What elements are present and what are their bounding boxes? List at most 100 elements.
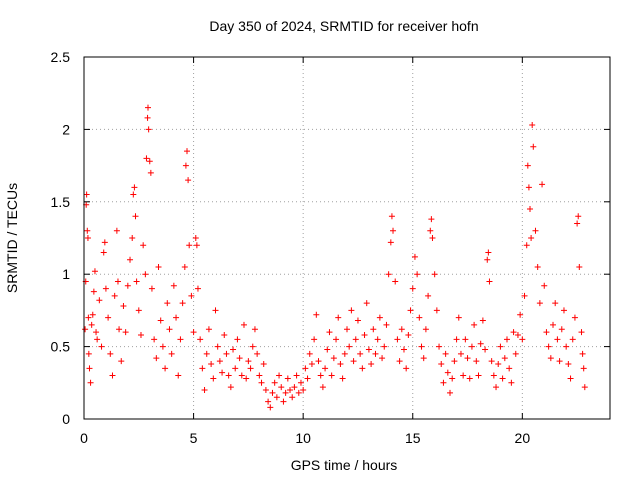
data-point [431,271,438,278]
data-point [361,332,368,339]
data-point [289,394,296,401]
y-axis-label: SRMTID / TECUs [4,183,20,293]
data-point [436,343,443,350]
data-point [532,227,539,234]
data-point [190,329,197,336]
data-point [94,336,101,343]
data-point [227,384,234,391]
y-tick-label: 2 [62,121,70,137]
data-point [381,343,388,350]
data-point [151,336,158,343]
data-point [89,311,96,318]
data-point [214,343,221,350]
data-point [575,213,582,220]
data-point [284,375,291,382]
data-point [221,332,228,339]
data-point [311,336,318,343]
data-point [306,350,313,357]
data-point [236,355,243,362]
data-point [179,300,186,307]
data-point [271,379,278,386]
data-point [166,326,173,333]
data-point [223,350,230,357]
data-point [508,379,515,386]
data-point [155,263,162,270]
data-point [269,389,276,396]
data-point [455,314,462,321]
data-point [90,288,97,295]
data-point [414,271,421,278]
data-point [550,321,557,328]
y-tick-label: 1.5 [51,194,71,210]
data-point [499,375,506,382]
data-point [157,317,164,324]
data-point [392,278,399,285]
data-point [85,350,92,357]
data-point [530,143,537,150]
data-point [514,332,521,339]
data-point [501,355,508,362]
data-point [581,384,588,391]
data-point [388,213,395,220]
data-point [558,326,565,333]
data-point [282,389,289,396]
data-point [135,307,142,314]
data-point [409,285,416,292]
data-point [344,326,350,333]
data-point [105,314,112,321]
data-point [477,340,484,347]
data-point [118,358,125,365]
data-point [203,350,210,357]
data-point [398,326,405,333]
data-point [512,350,519,357]
data-point [444,369,451,376]
data-point [85,314,92,321]
data-point [407,307,414,314]
x-axis-label: GPS time / hours [291,457,398,473]
data-point [86,365,93,372]
data-point [428,216,435,223]
data-point [506,365,513,372]
data-point [182,162,189,169]
data-point [379,355,386,362]
data-point [517,311,524,318]
data-point [164,300,171,307]
data-point [567,375,574,382]
data-point [352,336,359,343]
data-point [147,169,154,176]
data-point [216,358,223,365]
data-point [571,314,578,321]
data-point [232,365,239,372]
data-point [493,384,500,391]
data-point [390,227,397,234]
data-point [425,292,432,299]
data-point [188,292,195,299]
data-point [144,104,151,111]
data-point [170,282,177,289]
data-point [88,321,95,328]
data-point [159,343,166,350]
data-point [368,360,375,367]
data-point [497,343,504,350]
data-point [484,256,491,263]
data-point [131,184,138,191]
data-point [205,326,212,333]
data-point [153,355,160,362]
data-point [529,122,536,129]
data-point [473,358,480,365]
data-point [230,346,237,353]
data-point [565,360,572,367]
data-point [328,372,335,379]
data-point [411,253,418,260]
chart-title: Day 350 of 2024, SRMTID for receiver hof… [209,18,478,34]
data-point [488,358,495,365]
data-point [536,300,543,307]
data-point [133,278,140,285]
data-point [471,321,478,328]
data-point [302,365,309,372]
data-point [403,365,410,372]
data-point [140,242,147,249]
data-point [122,329,129,336]
x-tick-label: 20 [515,430,531,446]
plot-frame [83,56,611,420]
